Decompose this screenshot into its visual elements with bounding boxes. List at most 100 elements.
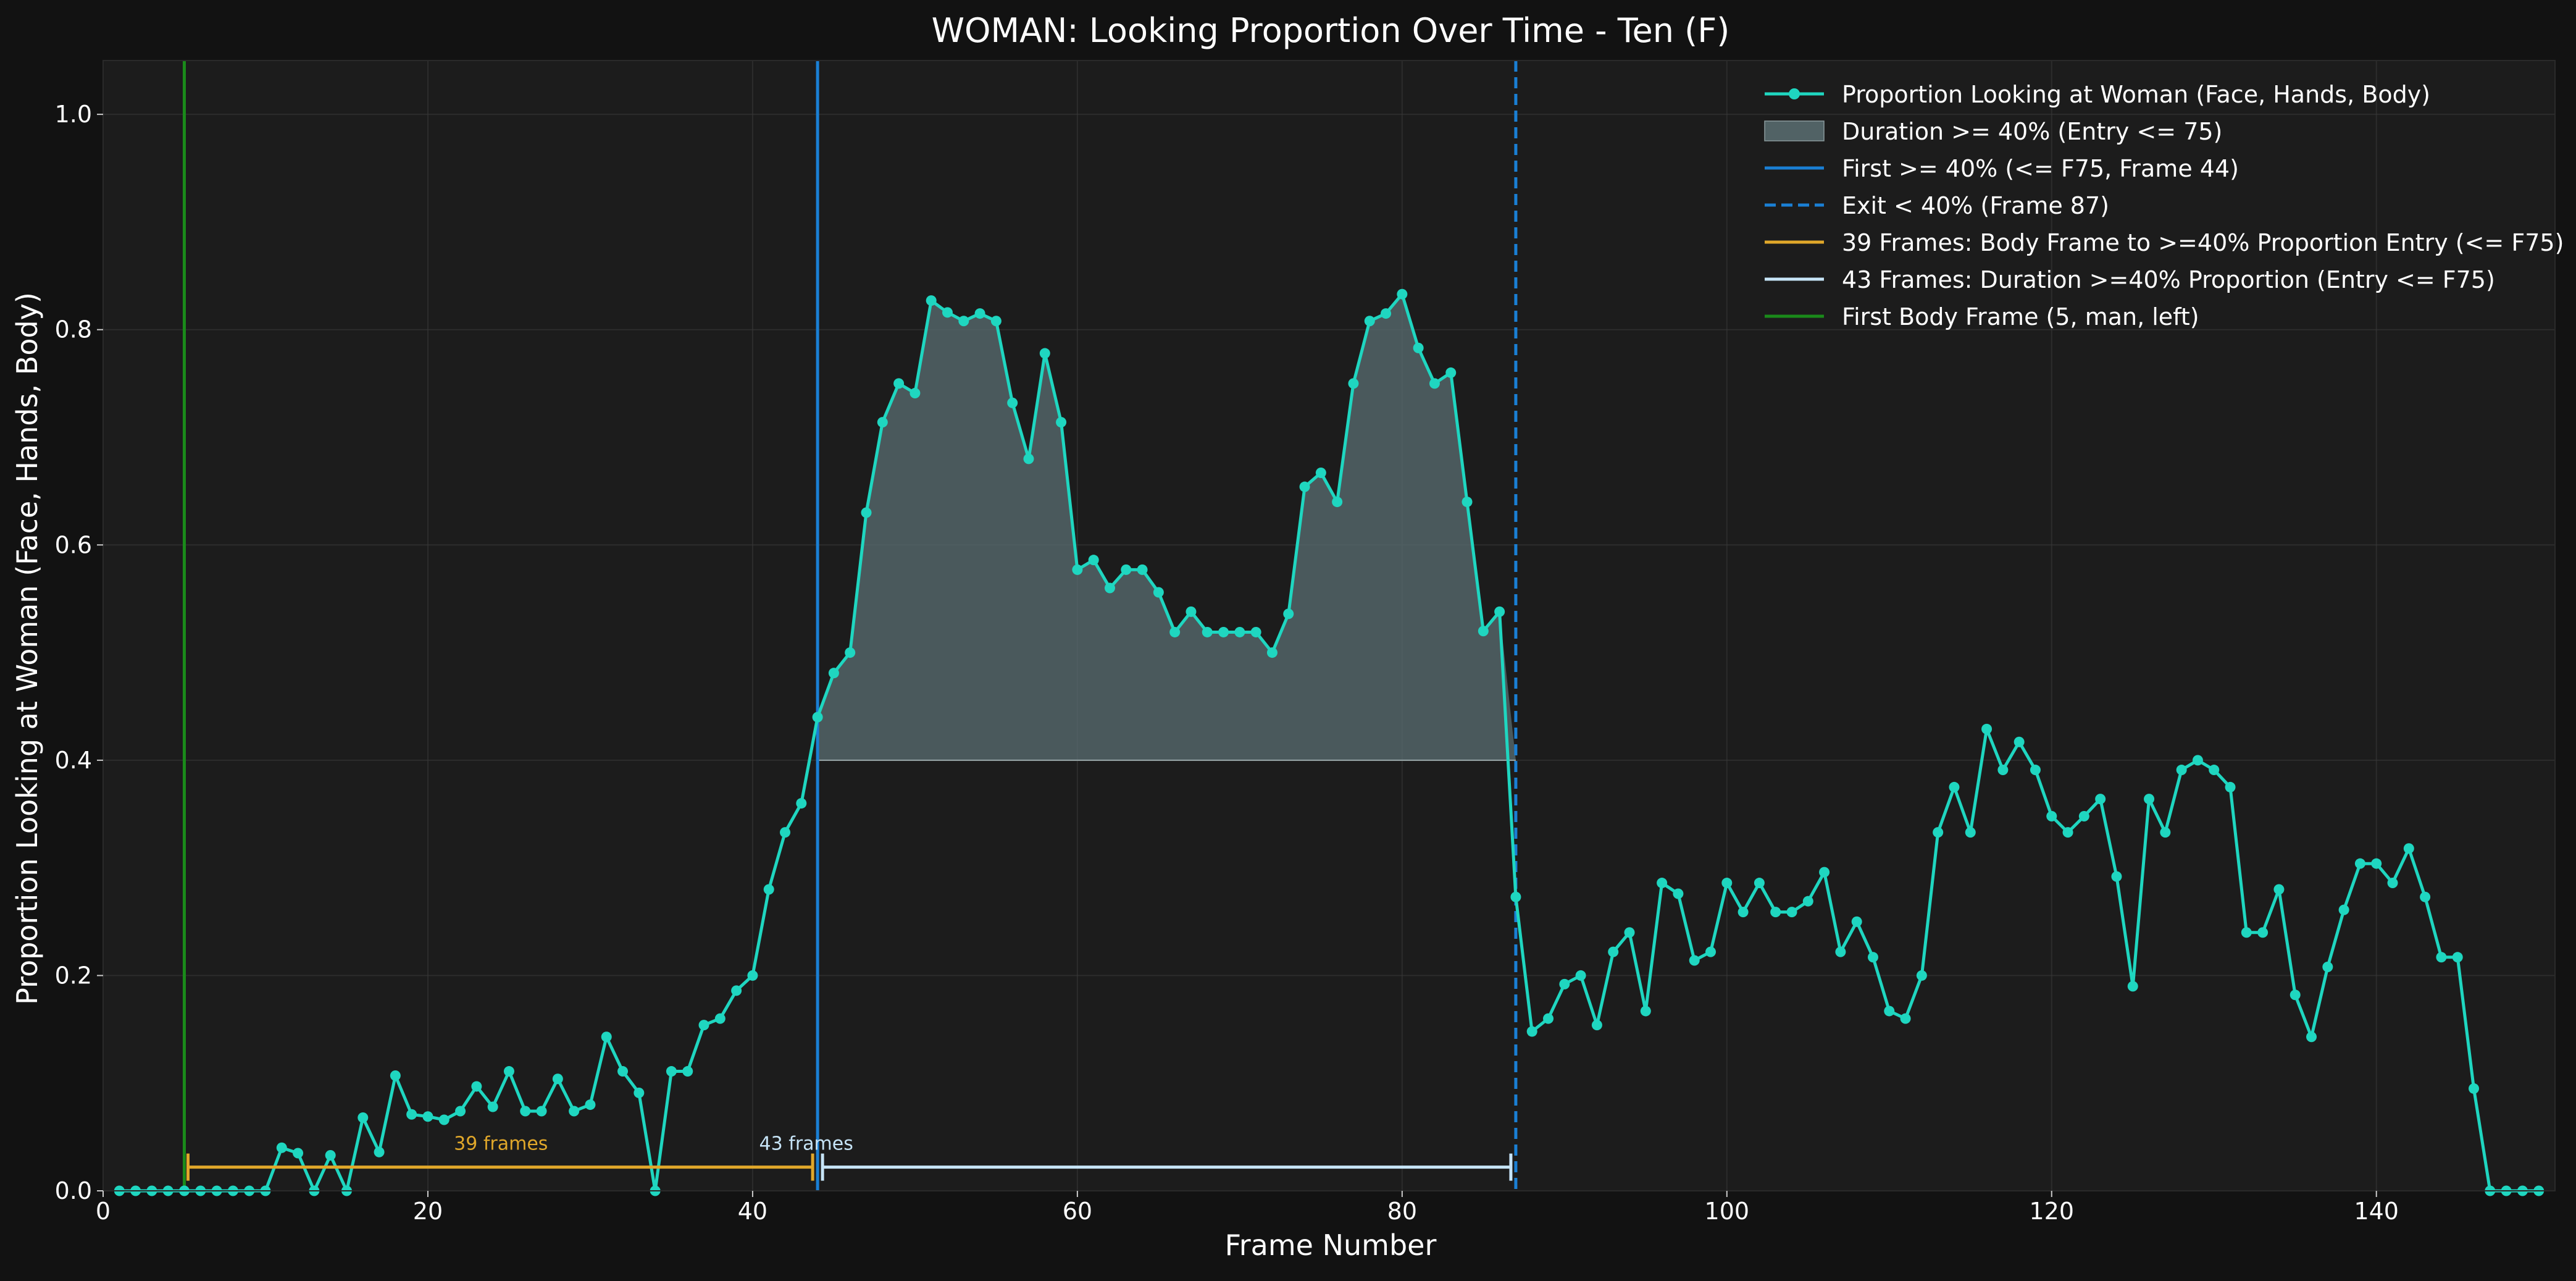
data-point (1591, 1020, 1602, 1031)
data-point (1234, 626, 1245, 637)
data-point (1965, 827, 1976, 838)
data-point (1299, 481, 1310, 492)
data-point (276, 1142, 287, 1153)
data-point (1851, 916, 1862, 927)
data-point (2127, 981, 2138, 992)
data-point (552, 1073, 563, 1085)
data-point (796, 798, 807, 809)
legend-entry-5: 43 Frames: Duration >=40% Proportion (En… (1765, 266, 2495, 293)
brackets: 39 frames 43 frames (186, 1133, 1513, 1181)
data-point (990, 316, 1002, 327)
data-point (374, 1146, 385, 1157)
data-point (1283, 608, 1294, 620)
legend-swatch (1764, 120, 1825, 141)
legend-entry-0: Proportion Looking at Woman (Face, Hands… (1765, 81, 2430, 108)
data-point (1429, 378, 1440, 389)
data-point (1997, 765, 2009, 776)
data-point (942, 307, 953, 318)
data-point (1072, 564, 1083, 575)
data-point (1949, 781, 1960, 792)
data-point (1137, 564, 1148, 575)
data-point (2290, 989, 2301, 1001)
data-point (2209, 765, 2220, 776)
data-point (698, 1020, 709, 1031)
data-point (2452, 952, 2463, 963)
y-tick-label: 0.2 (55, 962, 92, 989)
y-tick-label: 0.4 (55, 747, 92, 774)
data-point (1835, 946, 1846, 957)
axes: 0 20 40 60 80 100 120 140 0.0 0.2 0.4 0.6 0.8 1.0 (55, 60, 2556, 1225)
data-point (487, 1101, 498, 1112)
data-point (1721, 878, 1733, 889)
data-point (2371, 858, 2382, 869)
data-point (325, 1149, 336, 1161)
data-point (1575, 970, 1586, 981)
data-point (1689, 955, 1700, 966)
data-point (958, 316, 969, 327)
data-point (1250, 626, 1261, 637)
data-point (634, 1087, 645, 1098)
data-point (2420, 891, 2431, 902)
duration-shade (818, 294, 1516, 760)
data-point (2046, 810, 2057, 821)
data-point (1705, 946, 1717, 957)
data-point (2469, 1083, 2480, 1094)
legend-entry-3: Exit < 40% (Frame 87) (1765, 192, 2109, 219)
data-point (1673, 888, 1684, 899)
data-point (2176, 765, 2187, 776)
data-point (2144, 794, 2155, 805)
legend-label: First >= 40% (<= F75, Frame 44) (1842, 155, 2239, 182)
chart-title: WOMAN: Looking Proportion Over Time - Te… (932, 11, 1730, 50)
legend-entry-2: First >= 40% (<= F75, Frame 44) (1765, 155, 2239, 182)
data-point (2306, 1031, 2317, 1043)
data-point (1266, 647, 1278, 658)
x-tick-label: 40 (738, 1198, 767, 1225)
data-point (974, 308, 985, 319)
data-point (422, 1111, 433, 1122)
data-point (828, 668, 839, 679)
legend-label: Exit < 40% (Frame 87) (1842, 192, 2109, 219)
data-point (471, 1081, 482, 1092)
data-point (1202, 626, 1213, 637)
data-point (1332, 497, 1343, 508)
data-point (1218, 626, 1229, 637)
vertical-lines (182, 61, 1518, 1191)
data-point (438, 1114, 450, 1125)
data-point (1104, 582, 1115, 594)
data-point (2322, 961, 2333, 972)
data-point (1526, 1026, 1537, 1037)
data-point (1802, 896, 1813, 907)
x-tick-label: 60 (1063, 1198, 1092, 1225)
data-point (569, 1106, 580, 1117)
data-point (1933, 827, 1944, 838)
data-point (1624, 927, 1635, 938)
data-point (536, 1106, 547, 1117)
data-point (2403, 843, 2414, 854)
data-point (503, 1066, 514, 1077)
data-point (1608, 946, 1619, 957)
data-point (585, 1099, 596, 1111)
data-point (2338, 904, 2349, 915)
legend-label: First Body Frame (5, man, left) (1842, 303, 2199, 330)
data-point (893, 378, 905, 389)
data-point (845, 647, 856, 658)
x-tick-label: 20 (413, 1198, 443, 1225)
data-point (1169, 626, 1181, 637)
data-point (617, 1066, 629, 1077)
data-point (455, 1106, 466, 1117)
legend-label: Duration >= 40% (Entry <= 75) (1842, 118, 2222, 145)
data-point (1559, 978, 1570, 989)
data-point (2111, 871, 2122, 882)
data-point (1121, 564, 1132, 575)
data-point (601, 1031, 612, 1043)
data-point (1510, 891, 1521, 902)
data-point (1819, 867, 1830, 878)
y-tick-label: 0.0 (55, 1177, 92, 1204)
data-point (714, 1013, 726, 1024)
data-point (2225, 781, 2236, 792)
x-tick-label: 80 (1387, 1198, 1417, 1225)
axes-frame (102, 60, 2556, 1191)
legend-marker (1789, 88, 1800, 99)
data-point (2062, 827, 2073, 838)
